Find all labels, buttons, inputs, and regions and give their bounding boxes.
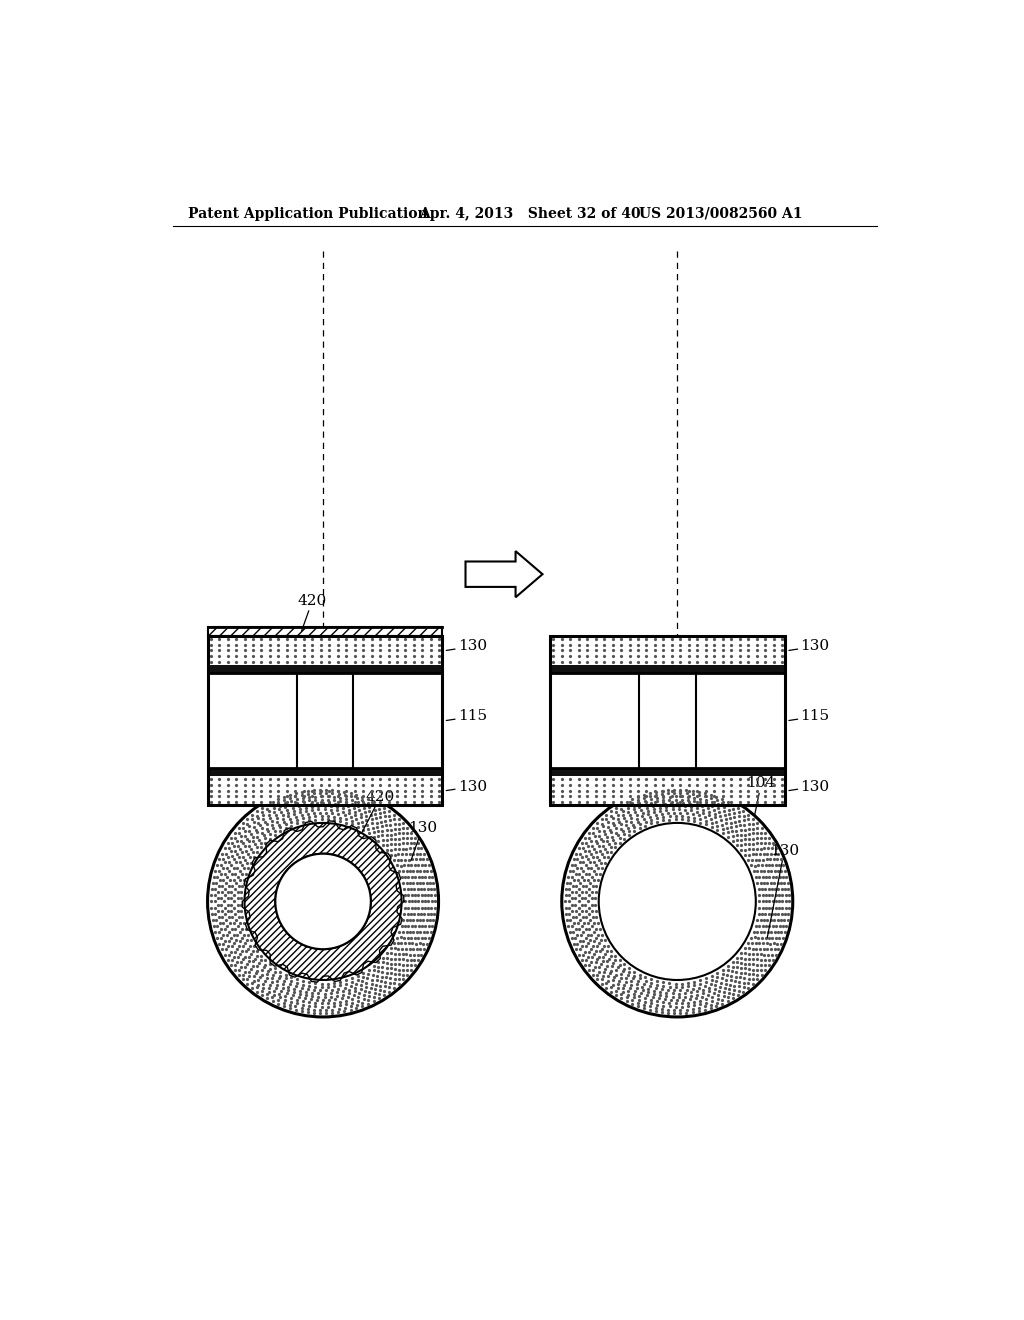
- Text: 115: 115: [446, 710, 487, 723]
- Text: 420: 420: [354, 791, 394, 846]
- Text: 130: 130: [767, 845, 799, 937]
- Bar: [550, 776, 785, 805]
- Text: FIG.29B: FIG.29B: [623, 870, 732, 894]
- Bar: [550, 768, 785, 776]
- Circle shape: [208, 785, 438, 1016]
- Circle shape: [275, 854, 371, 949]
- Text: 115: 115: [788, 710, 829, 723]
- Text: 104: 104: [746, 776, 776, 816]
- Bar: [550, 636, 785, 805]
- Text: 130: 130: [446, 780, 487, 793]
- Bar: [208, 768, 442, 776]
- Bar: [550, 665, 785, 673]
- Bar: [208, 665, 442, 673]
- Bar: [208, 776, 442, 805]
- Bar: [208, 636, 442, 805]
- Bar: [208, 636, 442, 665]
- Polygon shape: [466, 552, 543, 598]
- Circle shape: [562, 785, 793, 1016]
- Text: 130: 130: [788, 639, 829, 653]
- Bar: [208, 627, 442, 636]
- Text: US 2013/0082560 A1: US 2013/0082560 A1: [639, 207, 802, 220]
- Text: Apr. 4, 2013   Sheet 32 of 40: Apr. 4, 2013 Sheet 32 of 40: [419, 207, 641, 220]
- Bar: [550, 673, 785, 768]
- Bar: [208, 673, 442, 768]
- Text: 130: 130: [446, 639, 487, 653]
- Text: 420: 420: [298, 594, 327, 631]
- Text: FIG.29A: FIG.29A: [268, 870, 378, 894]
- Circle shape: [599, 822, 756, 979]
- Text: 130: 130: [788, 780, 829, 793]
- Bar: [550, 636, 785, 665]
- Text: Patent Application Publication: Patent Application Publication: [188, 207, 428, 220]
- Text: 130: 130: [408, 821, 437, 861]
